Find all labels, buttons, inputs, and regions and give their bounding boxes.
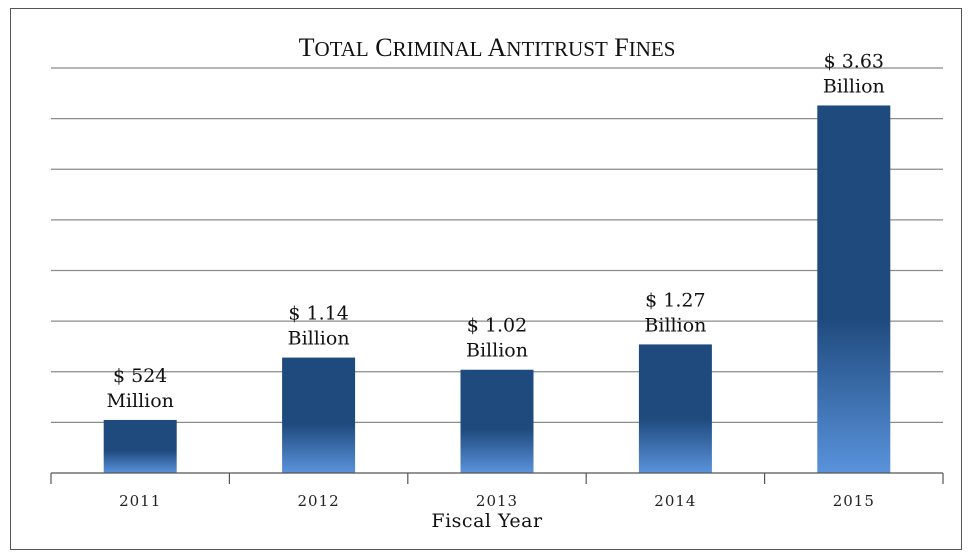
data-label-value: $ 1.27 [645, 289, 705, 311]
bar-2012 [282, 357, 356, 473]
bar-2015 [817, 105, 891, 474]
x-tick-label: 2015 [833, 492, 875, 510]
bar-2013 [460, 369, 534, 473]
data-label-unit: Billion [288, 328, 350, 350]
data-label-unit: Million [106, 390, 173, 412]
x-axis: 2011 2012 2013 2014 2015 [50, 472, 944, 510]
data-labels: $ 524 Million $ 1.14 Billion $ 1.02 Billion $ … [106, 50, 884, 411]
x-axis-label: Fiscal Year [431, 510, 543, 532]
data-label-unit: Billion [823, 75, 885, 97]
chart-title: TOTAL CRIMINAL ANTITRUST FINES [299, 33, 676, 62]
x-tick-label: 2011 [119, 492, 161, 510]
data-label-value: $ 3.63 [824, 50, 884, 72]
data-label-unit: Billion [644, 314, 706, 336]
bar-2014 [638, 344, 712, 473]
x-tick-label: 2012 [298, 492, 340, 510]
x-tick-label: 2014 [654, 492, 696, 510]
bar-2011 [103, 419, 177, 473]
data-label-value: $ 1.14 [288, 303, 348, 325]
data-label-value: $ 1.02 [467, 315, 527, 337]
gridlines [51, 67, 943, 423]
bars [103, 105, 891, 474]
data-label-unit: Billion [466, 340, 528, 362]
chart-frame: 2011 2012 2013 2014 2015 $ 524 Million $ 1.14 B… [10, 8, 962, 550]
x-tick-label: 2013 [476, 492, 518, 510]
data-label-value: $ 524 [113, 365, 167, 387]
bar-chart: 2011 2012 2013 2014 2015 $ 524 Million $ 1.14 B… [50, 33, 944, 532]
